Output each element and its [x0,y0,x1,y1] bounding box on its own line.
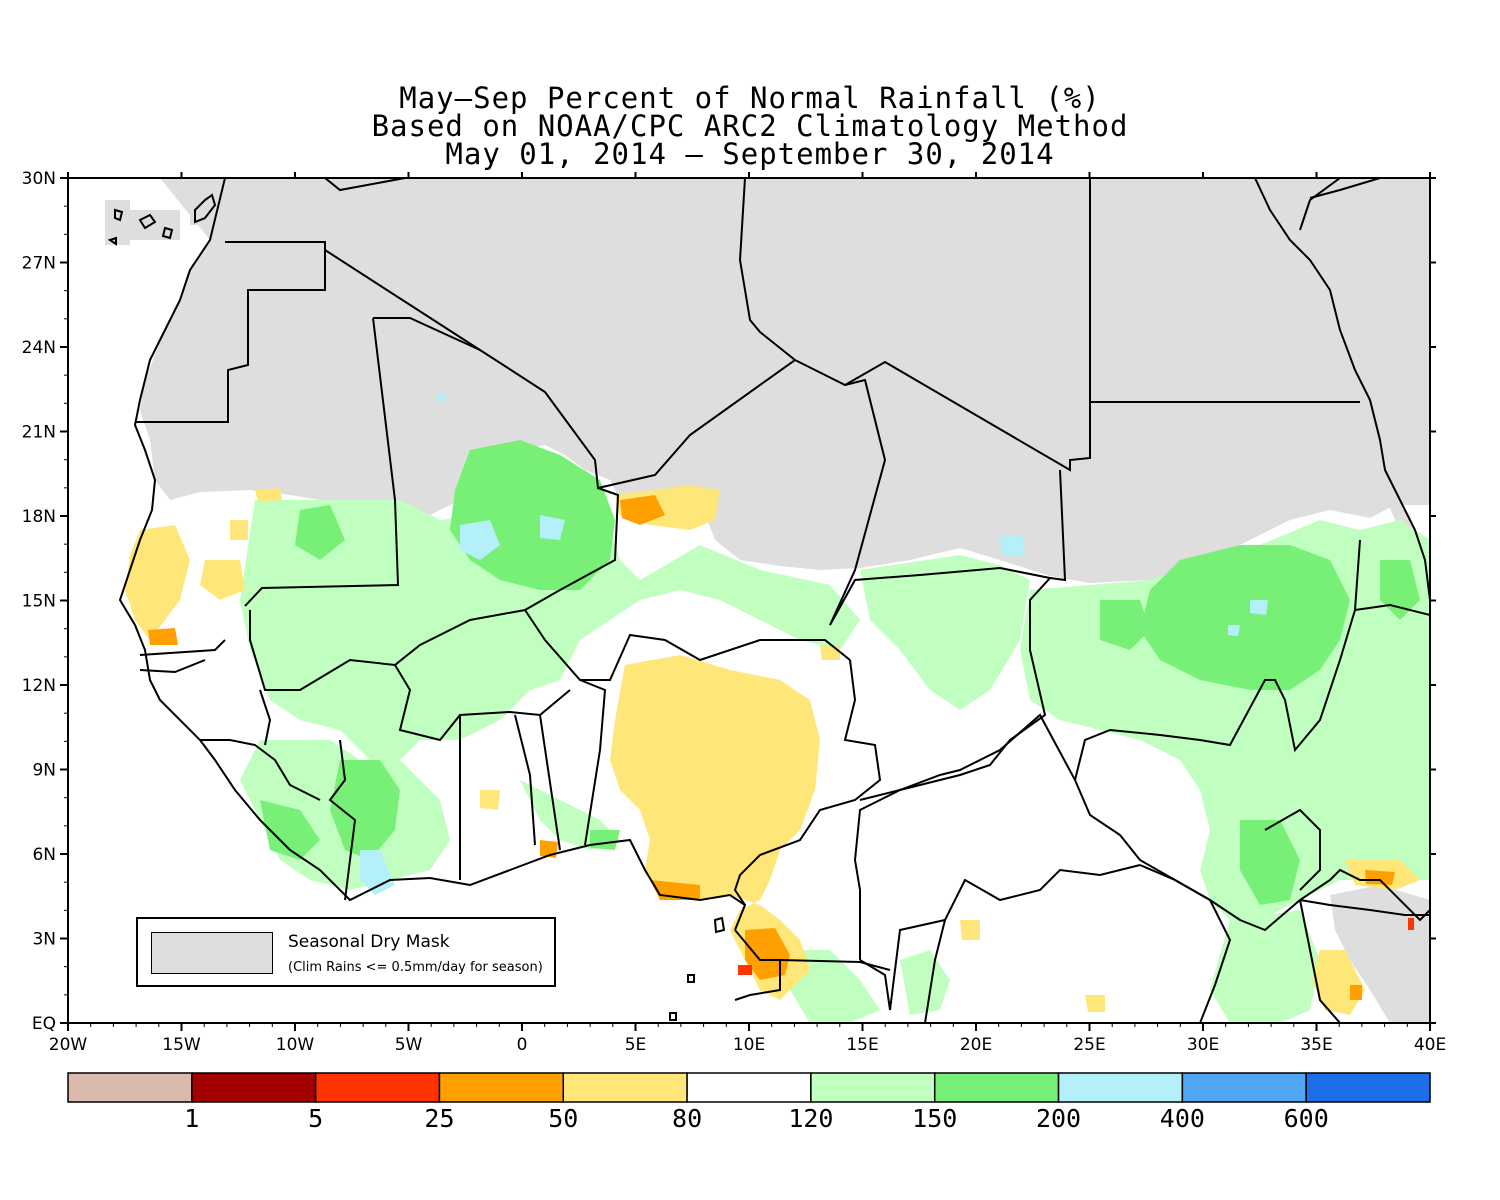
colorbar-label: 120 [788,1104,833,1133]
colorbar-segment [191,1072,317,1103]
colorbar-segment [67,1072,193,1103]
lon-tick-label: 0 [517,1035,528,1055]
colorbar-segment [438,1072,565,1103]
colorbar-label: 600 [1284,1104,1329,1133]
dry-mask-legend-title: Seasonal Dry Mask [288,932,450,952]
lon-tick-label: 40E [1414,1035,1446,1055]
lat-tick-label: 9N [32,761,56,781]
lat-tick-label: 27N [22,254,56,274]
lon-tick-label: 35E [1300,1035,1332,1055]
dry-mask-swatch [151,932,273,974]
colorbar: 1 5 25 50 80 120 150 200 400 600 [67,1072,1431,1133]
lon-tick-label: 20W [49,1035,88,1055]
colorbar-label: 5 [308,1104,323,1133]
lon-tick-label: 5E [625,1035,647,1055]
lat-tick-label: 30N [22,169,56,189]
lon-tick-label: 15E [846,1035,878,1055]
lat-tick-label: 3N [32,930,56,950]
colorbar-segment [1181,1072,1307,1103]
lon-tick-label: 10E [733,1035,765,1055]
map-title-line-3: May 01, 2014 – September 30, 2014 [445,137,1055,171]
longitude-axis: 20W 15W 10W 5W 0 5E 10E 15E 20E 25E 30E 35E 40E [49,172,1446,1055]
colorbar-segment [1057,1072,1184,1103]
lon-tick-label: 10W [276,1035,315,1055]
lon-tick-label: 15W [162,1035,201,1055]
colorbar-label: 1 [184,1104,199,1133]
colorbar-segment [314,1072,441,1103]
lat-tick-label: 15N [22,592,56,612]
colorbar-label: 25 [424,1104,454,1133]
lat-tick-label: 6N [32,845,56,865]
colorbar-label: 50 [548,1104,578,1133]
lat-tick-label: 21N [22,423,56,443]
lat-tick-label: 18N [22,507,56,527]
map-title-line-1: May–Sep Percent of Normal Rainfall (%) [399,81,1101,115]
colorbar-label: 80 [672,1104,702,1133]
lat-tick-label: EQ [32,1014,56,1034]
dry-mask-legend-subtitle: (Clim Rains <= 0.5mm/day for season) [288,960,543,975]
colorbar-segment [1305,1072,1431,1103]
colorbar-segment [933,1072,1060,1103]
colorbar-label: 200 [1036,1104,1081,1133]
lat-tick-label: 12N [22,676,56,696]
lon-tick-label: 25E [1073,1035,1105,1055]
latitude-axis: EQ 3N 6N 9N 12N 15N 18N 21N 24N 27N 30N [22,169,1436,1034]
colorbar-segment [810,1072,936,1103]
dry-5-25-areas [738,918,1414,975]
colorbar-segment [562,1072,688,1103]
colorbar-label: 400 [1160,1104,1205,1133]
wet-150-200-areas [260,440,1420,905]
wet-200-400-areas [360,393,1268,895]
lon-tick-label: 20E [960,1035,992,1055]
country-boundaries [107,178,1430,1023]
lon-tick-label: 30E [1187,1035,1219,1055]
map-title-line-2: Based on NOAA/CPC ARC2 Climatology Metho… [371,109,1129,143]
lon-tick-label: 5W [395,1035,423,1055]
dry-mask-legend: Seasonal Dry Mask (Clim Rains <= 0.5mm/d… [136,917,556,987]
colorbar-segment [686,1072,812,1103]
lat-tick-label: 24N [22,338,56,358]
colorbar-label: 150 [912,1104,957,1133]
